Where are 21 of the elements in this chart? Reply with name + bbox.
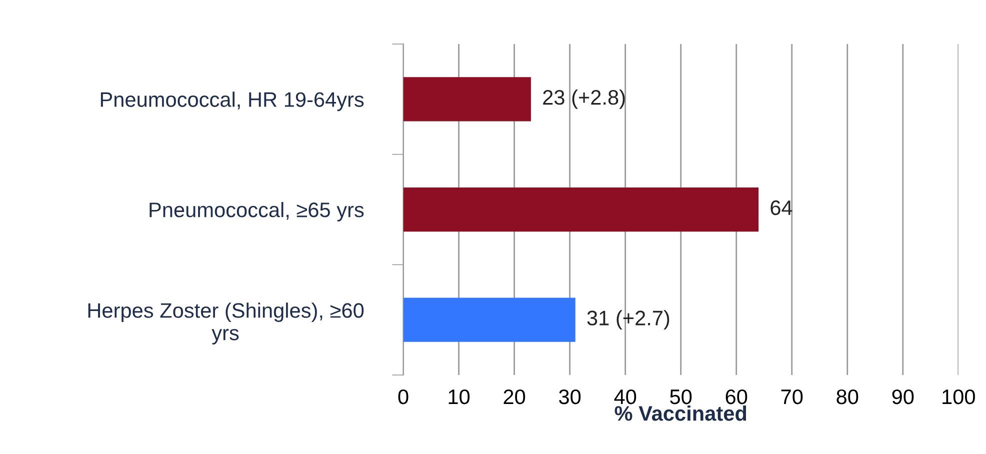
bar (403, 77, 531, 122)
x-tick-label: 60 (726, 389, 748, 404)
data-label: 64 (770, 200, 792, 216)
x-tick-label: 80 (836, 389, 858, 404)
x-tick-label: 20 (504, 389, 526, 404)
x-tick-label: 90 (892, 389, 914, 404)
data-label: 31 (+2.7) (587, 310, 670, 330)
y-tick-label: Herpes Zoster (Shingles), ≥60 yrs (88, 302, 364, 344)
bar (403, 187, 759, 232)
x-tick-label: 50 (670, 389, 692, 404)
x-tick-label: 0 (398, 389, 408, 404)
x-tick-label: 100 (942, 389, 975, 404)
x-tick-label: 10 (448, 389, 470, 404)
x-tick-label: 30 (559, 389, 581, 404)
bar (403, 298, 576, 342)
x-tick-label: 40 (614, 389, 636, 404)
y-tick-label: Pneumococcal, HR 19-64yrs (100, 92, 364, 112)
x-axis-title: % Vaccinated (614, 406, 746, 421)
data-label: 23 (+2.8) (543, 89, 625, 109)
y-tick-label: Pneumococcal, ≥65 yrs (150, 202, 364, 222)
x-tick-label: 70 (781, 389, 803, 404)
